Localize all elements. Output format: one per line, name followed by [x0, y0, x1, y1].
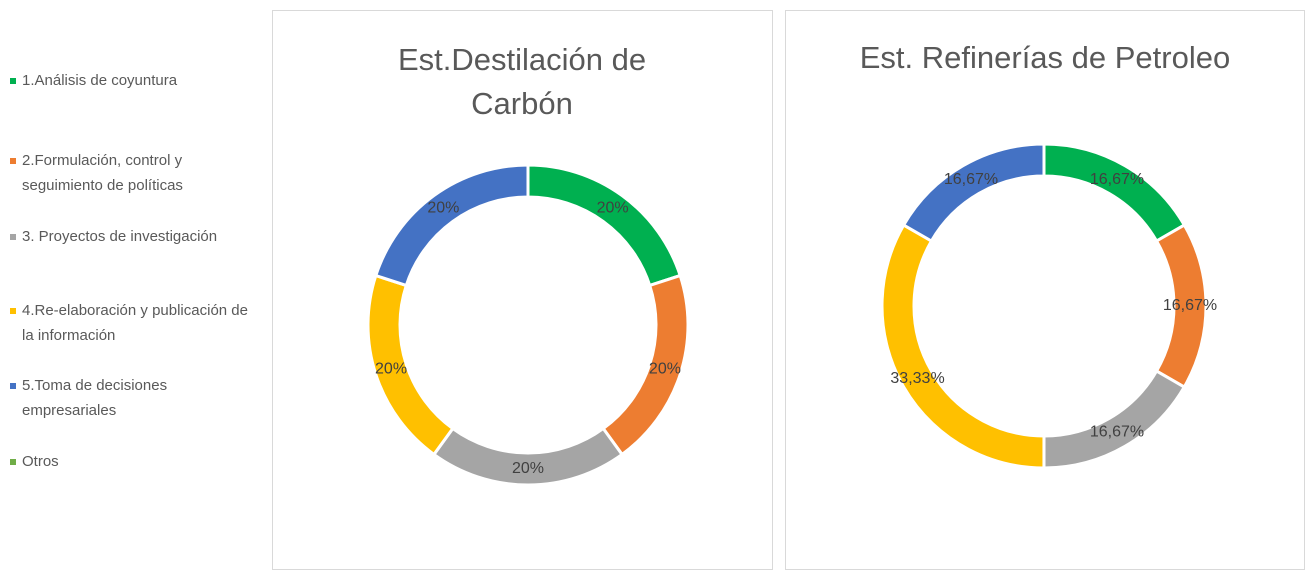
legend-item: 3. Proyectos de investigación [10, 224, 260, 249]
donut-segment [373, 163, 530, 288]
legend-item: 2.Formulación, control y seguimiento de … [10, 148, 260, 198]
legend-swatch [10, 234, 16, 240]
chart-title: Est. Refinerías de Petroleo [859, 40, 1231, 75]
data-label: 16,67% [1090, 424, 1144, 441]
data-label: 16,67% [1090, 171, 1144, 188]
legend-swatch [10, 158, 16, 164]
legend-label: 1.Análisis de coyuntura [22, 72, 178, 89]
donut-segment [526, 163, 683, 288]
data-label: 20% [375, 361, 407, 378]
legend-swatch [10, 308, 16, 314]
data-label: 20% [597, 200, 629, 217]
legend-label: 2.Formulación, control y seguimiento de … [22, 152, 183, 194]
legend-label: 5.Toma de decisiones empresariales [22, 377, 168, 419]
donut-segment [1042, 142, 1187, 244]
legend-swatch [10, 78, 16, 84]
data-label: 16,67% [944, 171, 998, 188]
legend-swatch [10, 459, 16, 465]
chart-title: Est.Destilación de Carbón [397, 42, 647, 121]
data-label: 20% [427, 200, 459, 217]
data-label: 20% [649, 361, 681, 378]
legend-label: 4.Re-elaboración y publicación de la inf… [22, 302, 248, 344]
legend-item: Otros [10, 449, 260, 474]
legend-label: Otros [22, 453, 59, 470]
page: 1.Análisis de coyuntura 2.Formulación, co… [10, 10, 1305, 570]
data-label: 16,67% [1163, 297, 1217, 314]
donuts: 20% 20% 20% 20% 20% 16,67% 16,67% 16,67% 33,33% 1… [366, 142, 1217, 487]
legend-label: 3. Proyectos de investigación [22, 228, 218, 245]
data-label: 33,33% [890, 370, 944, 387]
legend-item: 5.Toma de decisiones empresariales [10, 373, 260, 423]
donut-segment [880, 222, 1046, 470]
donut-segment [1042, 368, 1187, 470]
data-label: 20% [512, 460, 544, 477]
legend-swatch [10, 383, 16, 389]
legend-item: 4.Re-elaboración y publicación de la inf… [10, 298, 260, 348]
legend-item: 1.Análisis de coyuntura [10, 68, 260, 93]
donut-segment [901, 142, 1046, 244]
